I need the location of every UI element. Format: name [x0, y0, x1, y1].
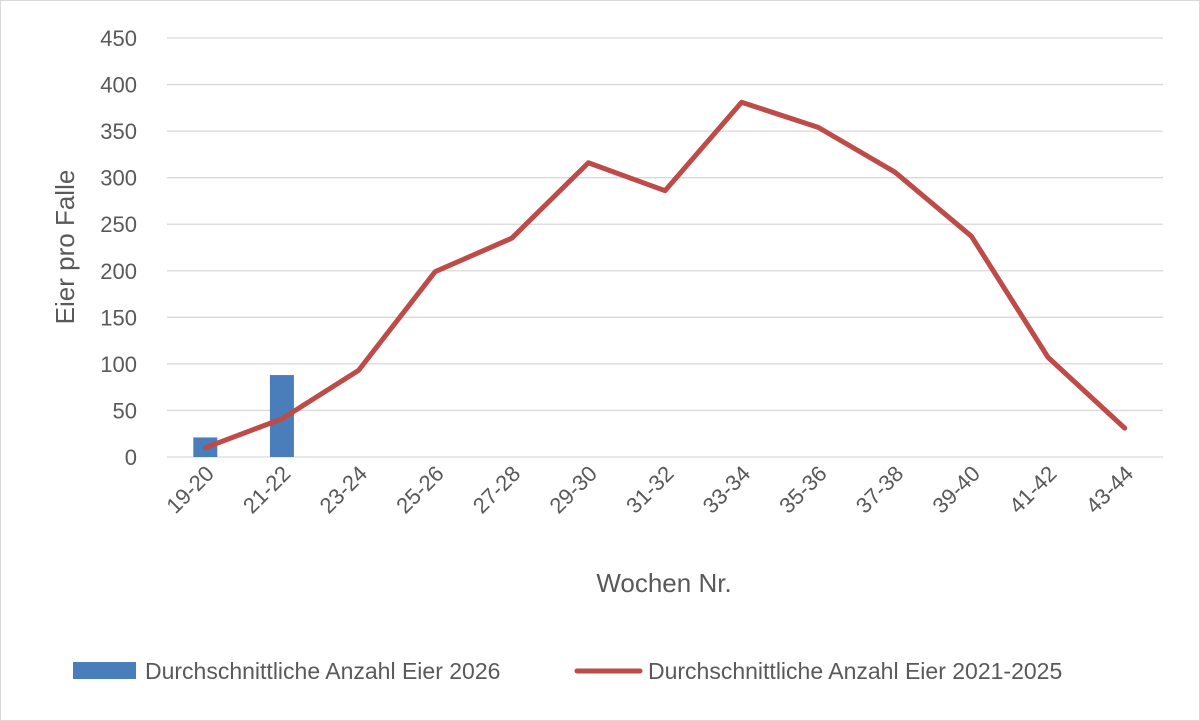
x-axis-title: Wochen Nr. [596, 568, 731, 598]
x-tick-label: 27-28 [468, 461, 525, 518]
legend-swatch-bar [73, 662, 136, 679]
x-tick-label: 39-40 [928, 461, 985, 518]
y-axis-ticks: 0 50 100 150 200 250 300 350 400 450 [100, 26, 137, 470]
y-tick-label: 50 [113, 398, 137, 423]
x-tick-label: 35-36 [774, 461, 831, 518]
legend: Durchschnittliche Anzahl Eier 2026 Durch… [73, 658, 1062, 684]
x-tick-label: 21-22 [238, 461, 295, 518]
y-tick-label: 300 [100, 166, 137, 191]
legend-label-line: Durchschnittliche Anzahl Eier 2021-2025 [648, 658, 1062, 684]
gridlines [167, 37, 1163, 458]
line-series [202, 99, 1128, 451]
y-axis-title: Eier pro Falle [50, 170, 80, 325]
x-tick-label: 25-26 [391, 461, 448, 518]
x-tick-label: 43-44 [1081, 461, 1138, 518]
x-tick-label: 23-24 [315, 461, 372, 518]
y-tick-label: 400 [100, 73, 137, 98]
y-tick-label: 350 [100, 119, 137, 144]
y-tick-label: 200 [100, 259, 137, 284]
x-tick-label: 41-42 [1004, 461, 1061, 518]
y-tick-label: 0 [125, 445, 137, 470]
x-tick-label: 37-38 [851, 461, 908, 518]
series-line [202, 99, 1128, 451]
x-tick-label: 33-34 [698, 461, 755, 518]
y-tick-label: 150 [100, 305, 137, 330]
x-tick-label: 31-32 [621, 461, 678, 518]
legend-label-bar: Durchschnittliche Anzahl Eier 2026 [145, 658, 500, 684]
y-tick-label: 450 [100, 26, 137, 51]
x-tick-label: 29-30 [544, 461, 601, 518]
x-axis-ticks: 19-20 21-22 23-24 25-26 27-28 29-30 31-32 33-34… [161, 461, 1138, 518]
y-tick-label: 100 [100, 352, 137, 377]
y-tick-label: 250 [100, 212, 137, 237]
x-tick-label: 19-20 [161, 461, 218, 518]
